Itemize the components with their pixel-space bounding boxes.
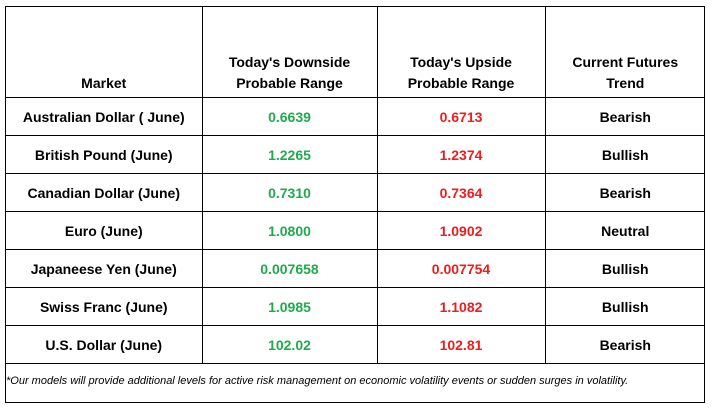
trend-cell: Bullish [544,287,705,326]
downside-cell: 0.6639 [201,97,378,136]
downside-cell: 102.02 [201,325,378,364]
header-trend-line-1: Current Futures [572,54,679,70]
downside-cell: 1.0800 [201,211,378,250]
header-trend-line-2: Trend [606,75,645,91]
table-row: British Pound (June) 1.2265 1.2374 Bulli… [6,135,705,174]
upside-cell: 1.1082 [376,287,546,326]
header-downside-line-2: Probable Range [236,75,343,91]
table-row: Swiss Franc (June) 1.0985 1.1082 Bullish [6,287,705,326]
header-trend: Current Futures Trend [544,7,705,98]
market-cell: Euro (June) [6,211,203,250]
market-cell: U.S. Dollar (June) [6,325,203,364]
upside-cell: 0.7364 [376,173,546,212]
upside-cell: 1.0902 [376,211,546,250]
footnote: *Our models will provide additional leve… [6,375,629,387]
trend-cell: Bearish [544,173,705,212]
trend-cell: Bullish [544,135,705,174]
upside-cell: 102.81 [376,325,546,364]
trend-cell: Bearish [544,325,705,364]
trend-cell: Bullish [544,249,705,288]
header-market-label: Market [81,75,127,91]
downside-cell: 0.007658 [201,249,378,288]
header-upside-line-1: Today's Upside [410,54,512,70]
table-row: U.S. Dollar (June) 102.02 102.81 Bearish [6,325,705,364]
market-cell: Japaneese Yen (June) [6,249,203,288]
table-row: Canadian Dollar (June) 0.7310 0.7364 Bea… [6,173,705,212]
table-row: Australian Dollar ( June) 0.6639 0.6713 … [6,97,705,136]
trend-cell: Neutral [544,211,705,250]
downside-cell: 1.0985 [201,287,378,326]
market-cell: Swiss Franc (June) [6,287,203,326]
header-upside: Today's Upside Probable Range [376,7,546,98]
trend-cell: Bearish [544,97,705,136]
market-cell: Australian Dollar ( June) [6,97,203,136]
header-row: Market Today's Downside Probable Range T… [6,7,705,98]
probable-range-table: Market Today's Downside Probable Range T… [6,7,705,364]
header-upside-line-2: Probable Range [407,75,515,91]
header-downside: Today's Downside Probable Range [201,7,378,98]
header-downside-line-1: Today's Downside [228,54,351,70]
upside-cell: 0.007754 [376,249,546,288]
table-row: Japaneese Yen (June) 0.007658 0.007754 B… [6,249,705,288]
downside-cell: 0.7310 [201,173,378,212]
upside-cell: 1.2374 [376,135,546,174]
probable-range-table-frame: Market Today's Downside Probable Range T… [5,6,705,403]
header-market: Market [6,7,203,98]
upside-cell: 0.6713 [376,97,546,136]
market-cell: Canadian Dollar (June) [6,173,203,212]
table-row: Euro (June) 1.0800 1.0902 Neutral [6,211,705,250]
downside-cell: 1.2265 [201,135,378,174]
market-cell: British Pound (June) [6,135,203,174]
